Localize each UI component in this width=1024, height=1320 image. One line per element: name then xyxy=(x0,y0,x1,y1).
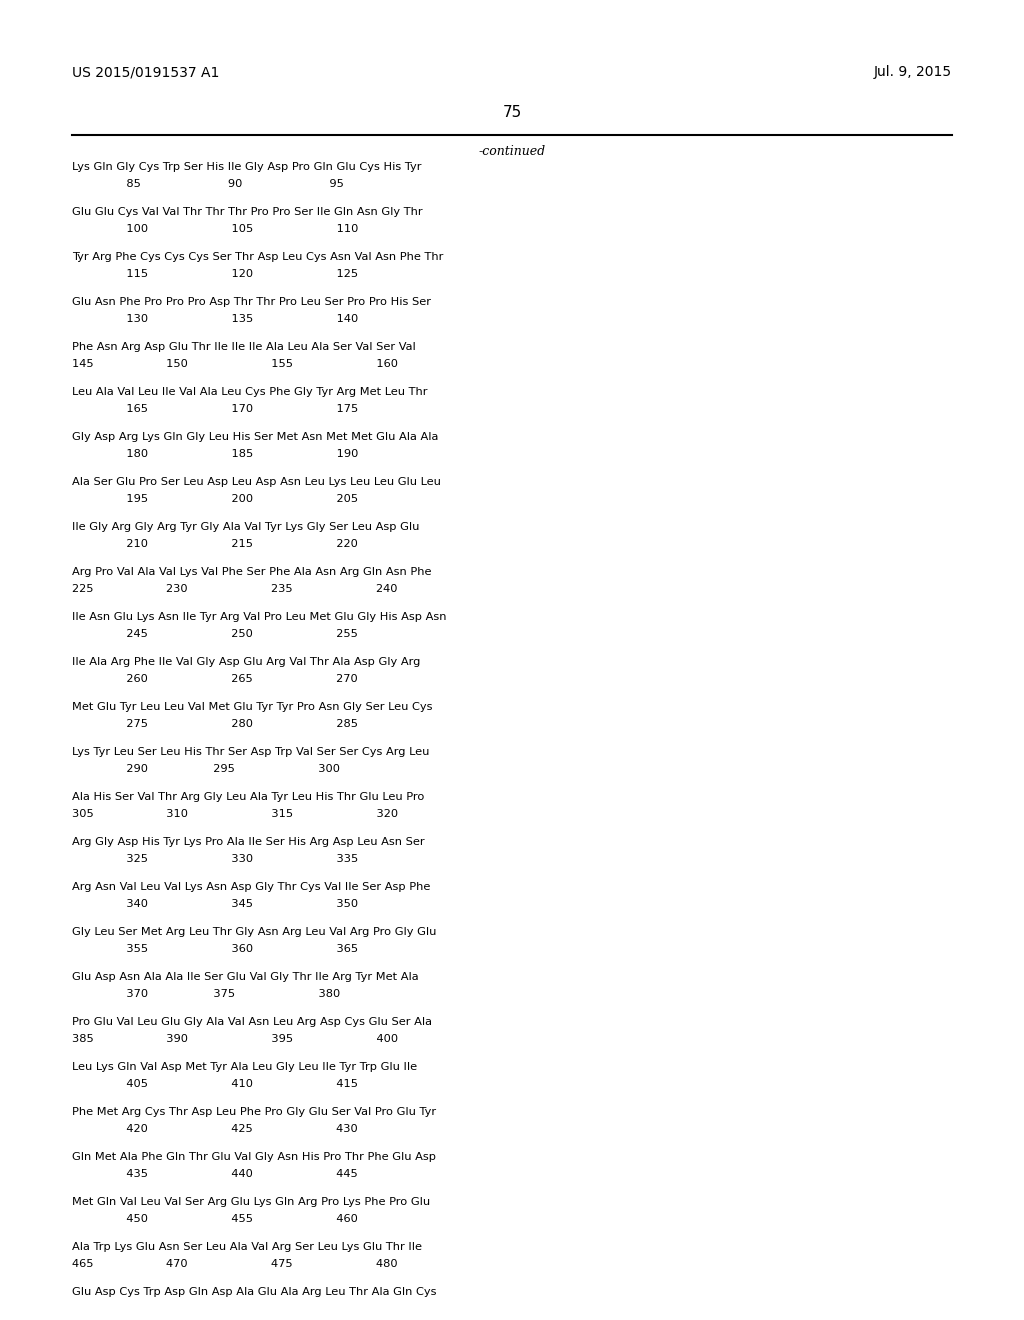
Text: Arg Pro Val Ala Val Lys Val Phe Ser Phe Ala Asn Arg Gln Asn Phe: Arg Pro Val Ala Val Lys Val Phe Ser Phe … xyxy=(72,568,431,577)
Text: Jul. 9, 2015: Jul. 9, 2015 xyxy=(873,65,952,79)
Text: Gly Asp Arg Lys Gln Gly Leu His Ser Met Asn Met Met Glu Ala Ala: Gly Asp Arg Lys Gln Gly Leu His Ser Met … xyxy=(72,432,438,442)
Text: Pro Glu Val Leu Glu Gly Ala Val Asn Leu Arg Asp Cys Glu Ser Ala: Pro Glu Val Leu Glu Gly Ala Val Asn Leu … xyxy=(72,1016,432,1027)
Text: Met Glu Tyr Leu Leu Val Met Glu Tyr Tyr Pro Asn Gly Ser Leu Cys: Met Glu Tyr Leu Leu Val Met Glu Tyr Tyr … xyxy=(72,702,432,711)
Text: Arg Asn Val Leu Val Lys Asn Asp Gly Thr Cys Val Ile Ser Asp Phe: Arg Asn Val Leu Val Lys Asn Asp Gly Thr … xyxy=(72,882,430,892)
Text: 130                       135                       140: 130 135 140 xyxy=(72,314,358,323)
Text: Glu Asp Asn Ala Ala Ile Ser Glu Val Gly Thr Ile Arg Tyr Met Ala: Glu Asp Asn Ala Ala Ile Ser Glu Val Gly … xyxy=(72,972,419,982)
Text: 145                    150                       155                       160: 145 150 155 160 xyxy=(72,359,398,370)
Text: Ala Ser Glu Pro Ser Leu Asp Leu Asp Asn Leu Lys Leu Leu Glu Leu: Ala Ser Glu Pro Ser Leu Asp Leu Asp Asn … xyxy=(72,477,441,487)
Text: Met Gln Val Leu Val Ser Arg Glu Lys Gln Arg Pro Lys Phe Pro Glu: Met Gln Val Leu Val Ser Arg Glu Lys Gln … xyxy=(72,1197,430,1206)
Text: 450                       455                       460: 450 455 460 xyxy=(72,1214,357,1224)
Text: 195                       200                       205: 195 200 205 xyxy=(72,494,358,504)
Text: 275                       280                       285: 275 280 285 xyxy=(72,719,358,729)
Text: 340                       345                       350: 340 345 350 xyxy=(72,899,358,909)
Text: 405                       410                       415: 405 410 415 xyxy=(72,1078,358,1089)
Text: 180                       185                       190: 180 185 190 xyxy=(72,449,358,459)
Text: 420                       425                       430: 420 425 430 xyxy=(72,1125,357,1134)
Text: Lys Tyr Leu Ser Leu His Thr Ser Asp Trp Val Ser Ser Cys Arg Leu: Lys Tyr Leu Ser Leu His Thr Ser Asp Trp … xyxy=(72,747,429,756)
Text: Glu Asp Cys Trp Asp Gln Asp Ala Glu Ala Arg Leu Thr Ala Gln Cys: Glu Asp Cys Trp Asp Gln Asp Ala Glu Ala … xyxy=(72,1287,436,1298)
Text: Phe Met Arg Cys Thr Asp Leu Phe Pro Gly Glu Ser Val Pro Glu Tyr: Phe Met Arg Cys Thr Asp Leu Phe Pro Gly … xyxy=(72,1107,436,1117)
Text: -continued: -continued xyxy=(478,145,546,158)
Text: Gln Met Ala Phe Gln Thr Glu Val Gly Asn His Pro Thr Phe Glu Asp: Gln Met Ala Phe Gln Thr Glu Val Gly Asn … xyxy=(72,1152,436,1162)
Text: Lys Gln Gly Cys Trp Ser His Ile Gly Asp Pro Gln Glu Cys His Tyr: Lys Gln Gly Cys Trp Ser His Ile Gly Asp … xyxy=(72,162,422,172)
Text: 465                    470                       475                       480: 465 470 475 480 xyxy=(72,1259,397,1269)
Text: Phe Asn Arg Asp Glu Thr Ile Ile Ile Ala Leu Ala Ser Val Ser Val: Phe Asn Arg Asp Glu Thr Ile Ile Ile Ala … xyxy=(72,342,416,352)
Text: 305                    310                       315                       320: 305 310 315 320 xyxy=(72,809,398,818)
Text: 385                    390                       395                       400: 385 390 395 400 xyxy=(72,1034,398,1044)
Text: Leu Lys Gln Val Asp Met Tyr Ala Leu Gly Leu Ile Tyr Trp Glu Ile: Leu Lys Gln Val Asp Met Tyr Ala Leu Gly … xyxy=(72,1063,417,1072)
Text: 115                       120                       125: 115 120 125 xyxy=(72,269,358,279)
Text: Ala His Ser Val Thr Arg Gly Leu Ala Tyr Leu His Thr Glu Leu Pro: Ala His Ser Val Thr Arg Gly Leu Ala Tyr … xyxy=(72,792,424,803)
Text: Glu Asn Phe Pro Pro Pro Asp Thr Thr Pro Leu Ser Pro Pro His Ser: Glu Asn Phe Pro Pro Pro Asp Thr Thr Pro … xyxy=(72,297,431,308)
Text: 225                    230                       235                       240: 225 230 235 240 xyxy=(72,583,397,594)
Text: 210                       215                       220: 210 215 220 xyxy=(72,539,357,549)
Text: Ala Trp Lys Glu Asn Ser Leu Ala Val Arg Ser Leu Lys Glu Thr Ile: Ala Trp Lys Glu Asn Ser Leu Ala Val Arg … xyxy=(72,1242,422,1251)
Text: US 2015/0191537 A1: US 2015/0191537 A1 xyxy=(72,65,219,79)
Text: Glu Glu Cys Val Val Thr Thr Thr Pro Pro Ser Ile Gln Asn Gly Thr: Glu Glu Cys Val Val Thr Thr Thr Pro Pro … xyxy=(72,207,423,216)
Text: Ile Ala Arg Phe Ile Val Gly Asp Glu Arg Val Thr Ala Asp Gly Arg: Ile Ala Arg Phe Ile Val Gly Asp Glu Arg … xyxy=(72,657,421,667)
Text: Ile Gly Arg Gly Arg Tyr Gly Ala Val Tyr Lys Gly Ser Leu Asp Glu: Ile Gly Arg Gly Arg Tyr Gly Ala Val Tyr … xyxy=(72,521,420,532)
Text: 165                       170                       175: 165 170 175 xyxy=(72,404,358,414)
Text: 355                       360                       365: 355 360 365 xyxy=(72,944,358,954)
Text: Gly Leu Ser Met Arg Leu Thr Gly Asn Arg Leu Val Arg Pro Gly Glu: Gly Leu Ser Met Arg Leu Thr Gly Asn Arg … xyxy=(72,927,436,937)
Text: 245                       250                       255: 245 250 255 xyxy=(72,630,357,639)
Text: 290                  295                       300: 290 295 300 xyxy=(72,764,340,774)
Text: Ile Asn Glu Lys Asn Ile Tyr Arg Val Pro Leu Met Glu Gly His Asp Asn: Ile Asn Glu Lys Asn Ile Tyr Arg Val Pro … xyxy=(72,612,446,622)
Text: Arg Gly Asp His Tyr Lys Pro Ala Ile Ser His Arg Asp Leu Asn Ser: Arg Gly Asp His Tyr Lys Pro Ala Ile Ser … xyxy=(72,837,425,847)
Text: Tyr Arg Phe Cys Cys Cys Ser Thr Asp Leu Cys Asn Val Asn Phe Thr: Tyr Arg Phe Cys Cys Cys Ser Thr Asp Leu … xyxy=(72,252,443,261)
Text: 260                       265                       270: 260 265 270 xyxy=(72,675,357,684)
Text: 85                        90                        95: 85 90 95 xyxy=(72,180,344,189)
Text: 370                  375                       380: 370 375 380 xyxy=(72,989,340,999)
Text: 435                       440                       445: 435 440 445 xyxy=(72,1170,357,1179)
Text: Leu Ala Val Leu Ile Val Ala Leu Cys Phe Gly Tyr Arg Met Leu Thr: Leu Ala Val Leu Ile Val Ala Leu Cys Phe … xyxy=(72,387,427,397)
Text: 100                       105                       110: 100 105 110 xyxy=(72,224,358,234)
Text: 75: 75 xyxy=(503,106,521,120)
Text: 325                       330                       335: 325 330 335 xyxy=(72,854,358,865)
